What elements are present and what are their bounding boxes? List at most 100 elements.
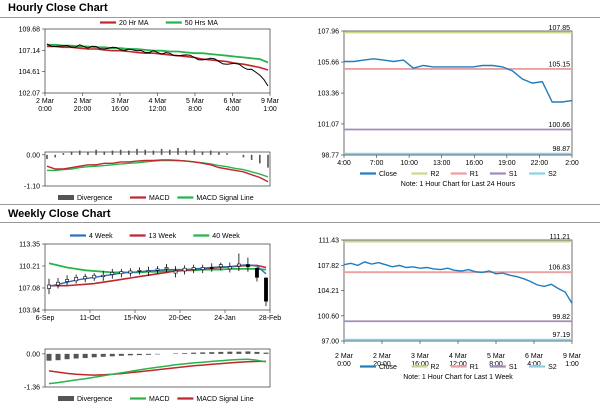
candle-body — [119, 271, 124, 275]
weekly-pivot-x-tick-label: 5 Mar 8:00 — [487, 353, 506, 368]
weekly-price-y-tick-label: 110.21 — [19, 264, 40, 271]
candle-body — [255, 267, 259, 278]
hourly-pivot-legend-label: S2 — [548, 171, 557, 178]
candle-body — [236, 263, 241, 267]
candle-body — [128, 270, 133, 274]
divergence-bar — [73, 353, 79, 359]
divergence-bar — [209, 352, 215, 354]
hourly-macd-y-tick-label: 0.00 — [26, 152, 40, 159]
hourly-pivot-y-tick-label: 101.07 — [318, 121, 340, 128]
candle-body — [83, 276, 88, 280]
weekly-price-y-tick-label: 107.08 — [19, 285, 41, 292]
hourly-price-x-tick-label: 2 Mar 0:00 — [36, 98, 55, 113]
hourly-pivot-x-tick-label: 16:00 — [466, 160, 484, 167]
weekly-pivot-s2-label: 97.19 — [552, 332, 570, 339]
hourly-close-line — [46, 43, 269, 87]
candle-body — [227, 266, 232, 270]
hourly-pivot-legend-label: R2 — [431, 171, 440, 178]
hourly-pivot-y-tick-label: 105.66 — [318, 60, 340, 67]
hourly-macd-legend-label: MACD — [149, 195, 170, 202]
candle-body — [218, 264, 223, 268]
hourly-price-legend-label: 50 Hrs MA — [185, 20, 218, 27]
hourly-price-x-tick-label: 5 Mar 8:00 — [186, 98, 205, 113]
divergence-bar — [200, 352, 206, 354]
hourly-macd-legend-label: Divergence — [77, 195, 113, 202]
weekly-pivot-legend-label: R2 — [431, 364, 440, 371]
divergence-bar — [46, 353, 52, 361]
weekly-macd-legend-label: Divergence — [77, 396, 113, 403]
hourly-pivot-x-tick-label: 7:00 — [370, 160, 384, 167]
weekly-price-legend-label: 13 Week — [149, 233, 177, 240]
candle-body — [182, 267, 187, 272]
weekly-price-legend-label: 4 Week — [89, 233, 113, 240]
candle-body — [92, 274, 97, 279]
hourly-pivot-y-tick-label: 98.77 — [321, 153, 339, 160]
hourly-pivot-x-tick-label: 13:00 — [433, 160, 451, 167]
hourly-price-y-tick-label: 107.14 — [19, 48, 41, 55]
divergence-bar — [91, 353, 97, 358]
macd-signal-line — [47, 159, 269, 178]
weekly-pivot-x-tick-label: 3 Mar 16:00 — [411, 353, 430, 368]
candle-body — [173, 270, 178, 274]
divergence-bar — [182, 353, 188, 354]
candle-body — [164, 267, 169, 270]
weekly-macd-y-tick-label: 0.00 — [26, 351, 40, 358]
weekly-price-x-tick-label: 6-Sep — [36, 315, 55, 322]
hourly-price-y-tick-label: 109.68 — [19, 27, 41, 34]
section-divider — [0, 17, 600, 18]
candle-body — [246, 264, 250, 268]
weekly-macd-legend-label: MACD Signal Line — [196, 396, 253, 403]
weekly-pivot-frame — [343, 239, 573, 342]
section-divider — [0, 204, 600, 205]
divergence-bar — [100, 353, 106, 357]
hourly-price-legend-label: 20 Hr MA — [119, 20, 149, 27]
hourly-pivot-x-tick-label: 4:00 — [337, 160, 351, 167]
divergence-bar — [127, 353, 133, 356]
hourly-price-y-tick-label: 102.07 — [19, 91, 41, 98]
weekly-pivot-x-tick-label: 9 Mar 1:00 — [563, 353, 582, 368]
weekly-price-x-tick-label: 15-Nov — [124, 315, 147, 322]
weekly-price-legend-label: 40 Week — [212, 233, 240, 240]
hourly-pivot-legend-label: S1 — [509, 171, 518, 178]
hourly-pivot-s2-label: 98.87 — [552, 146, 570, 153]
divergence-bar — [64, 353, 70, 360]
weekly-pivot-y-tick-label: 111.43 — [319, 238, 339, 245]
hourly-pivot-y-tick-label: 103.36 — [318, 91, 340, 98]
hourly-pivot-r2-label: 107.85 — [549, 25, 571, 32]
weekly-pivot-y-tick-label: 107.82 — [318, 263, 340, 270]
hourly-price-x-tick-label: 3 Mar 16:00 — [111, 98, 130, 113]
weekly-pivot-x-tick-label: 2 Mar 20:00 — [373, 353, 392, 368]
divergence-bar — [145, 353, 151, 355]
weekly-pivot-y-tick-label: 104.21 — [318, 288, 340, 295]
candle-body — [101, 274, 106, 277]
weekly-macd-legend-label: MACD — [149, 396, 170, 403]
hourly-pivot-x-tick-label: 19:00 — [498, 160, 516, 167]
divergence-bar — [218, 351, 224, 354]
hourly-price-frame — [44, 28, 271, 94]
hourly-pivot-legend-label: Close — [379, 171, 397, 178]
weekly-macd-frame — [44, 348, 271, 388]
hourly-pivot-x-tick-label: 2:00 — [565, 160, 579, 167]
candle-body — [209, 267, 214, 269]
weekly-pivot-x-tick-label: 4 Mar 12:00 — [449, 353, 468, 368]
hourly-pivot-frame — [343, 30, 573, 156]
hourly-price-x-tick-label: 6 Mar 4:00 — [224, 98, 243, 113]
weekly-price-x-tick-label: 11-Oct — [80, 315, 101, 322]
divergence-bar — [263, 352, 269, 354]
weekly-pivot-x-tick-label: 6 Mar 4:00 — [525, 353, 544, 368]
hourly-pivot-x-tick-label: 22:00 — [531, 160, 549, 167]
weekly-section-title: Weekly Close Chart — [8, 208, 111, 220]
weekly-price-frame — [44, 243, 271, 311]
divergence-bar — [191, 352, 197, 354]
weekly-pivot-legend-label: Close — [379, 364, 397, 371]
weekly-pivot-legend-label: S1 — [509, 364, 518, 371]
candle-body — [146, 270, 151, 273]
hourly-pivot-legend-label: R1 — [470, 171, 479, 178]
hourly-price-y-tick-label: 104.61 — [19, 69, 41, 76]
candle-body — [137, 270, 142, 272]
weekly-macd-line — [48, 358, 267, 385]
divergence-bar — [109, 353, 115, 357]
weekly-price-x-tick-label: 28-Feb — [259, 315, 281, 322]
weekly-pivot-s1-label: 99.82 — [552, 314, 570, 321]
